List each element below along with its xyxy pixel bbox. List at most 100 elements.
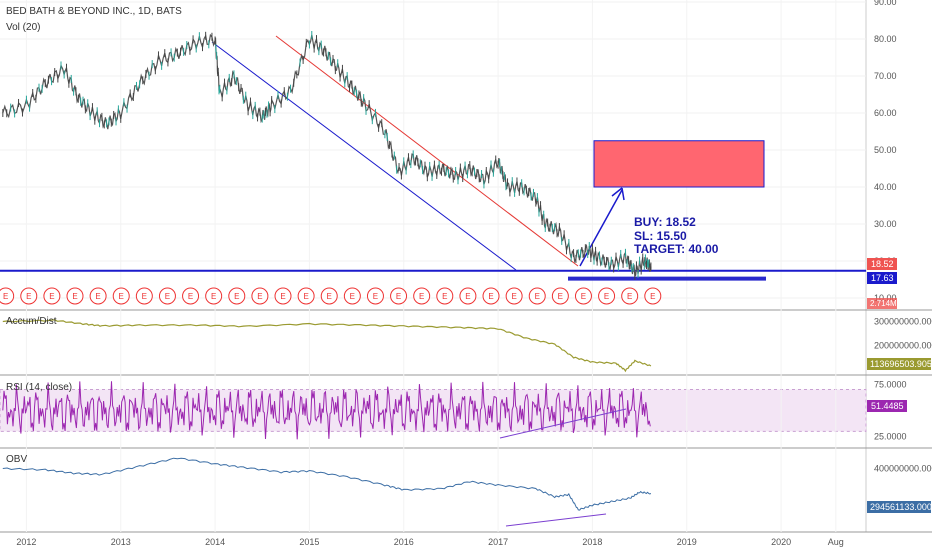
earnings-marker-label: E [535, 292, 540, 301]
plot-background [0, 0, 866, 550]
earnings-marker-label: E [511, 292, 516, 301]
earnings-marker-label: E [650, 292, 655, 301]
earnings-marker [598, 287, 616, 305]
earnings-marker [182, 287, 200, 305]
earnings-marker [251, 287, 269, 305]
price-tick-label: 80.00 [874, 34, 897, 44]
earnings-marker-label: E [95, 292, 100, 301]
earnings-marker-label: E [257, 292, 262, 301]
earnings-marker-label: E [142, 292, 147, 301]
price-last-value: 18.52 [871, 259, 894, 269]
volume-label: Vol (20) [6, 22, 40, 33]
time-tick-label: 2014 [205, 537, 225, 547]
rsi-trendline[interactable] [499, 408, 627, 439]
earnings-marker-label: E [234, 292, 239, 301]
time-tick-label: 2013 [111, 537, 131, 547]
earnings-marker [43, 287, 61, 305]
time-axis: 2012 2013 2014 2015 2016 2017 2018 2019 2020 Aug [16, 537, 843, 547]
earnings-marker [158, 287, 176, 305]
earnings-marker-label: E [396, 292, 401, 301]
time-tick-label: 2017 [488, 537, 508, 547]
accum-last-value: 113696503.9052 [870, 359, 932, 369]
target-zone-box[interactable] [593, 140, 765, 188]
buy-label: BUY: 18.52 [634, 215, 696, 229]
earnings-marker [89, 287, 107, 305]
time-tick-label: Aug [828, 537, 844, 547]
accum-last-tag [867, 358, 931, 370]
obv-tick-label: 400000000.0000 [874, 464, 932, 474]
rsi-last-tag [867, 400, 907, 412]
earnings-marker-label: E [188, 292, 193, 301]
price-tick-label: 40.00 [874, 182, 897, 192]
earnings-marker-label: E [327, 292, 332, 301]
earnings-marker [366, 287, 384, 305]
earnings-marker [343, 287, 361, 305]
earnings-marker-label: E [72, 292, 77, 301]
earnings-marker [66, 287, 84, 305]
obv-line [2, 457, 652, 511]
accum-dist-line [2, 319, 652, 373]
earnings-marker-label: E [581, 292, 586, 301]
earnings-marker-label: E [558, 292, 563, 301]
price-tick-label: 30.00 [874, 219, 897, 229]
time-tick-label: 2015 [299, 537, 319, 547]
earnings-marker-label: E [49, 292, 54, 301]
obv-last-value: 294561133.0000 [870, 502, 932, 512]
time-tick-label: 2018 [582, 537, 602, 547]
earnings-marker-label: E [26, 292, 31, 301]
earnings-marker [20, 287, 38, 305]
downtrend-resistance-line[interactable] [275, 35, 579, 267]
price-tick-label: 60.00 [874, 108, 897, 118]
earnings-marker-label: E [165, 292, 170, 301]
earnings-marker [505, 287, 523, 305]
earnings-marker-label: E [488, 292, 493, 301]
earnings-marker-label: E [119, 292, 124, 301]
earnings-marker [574, 287, 592, 305]
obv-trendline[interactable] [505, 513, 607, 527]
time-tick-label: 2012 [16, 537, 36, 547]
stop-loss-label: SL: 15.50 [634, 229, 687, 243]
earnings-marker [0, 287, 15, 305]
earnings-marker [413, 287, 431, 305]
earnings-marker [297, 287, 315, 305]
earnings-marker-label: E [627, 292, 632, 301]
earnings-marker [644, 287, 662, 305]
rsi-title: RSI (14, close) [6, 382, 72, 393]
rsi-tick-label: 25.0000 [874, 432, 907, 442]
earnings-marker-label: E [465, 292, 470, 301]
time-tick-label: 2020 [771, 537, 791, 547]
earnings-marker [274, 287, 292, 305]
earnings-marker [112, 287, 130, 305]
level-tag [867, 272, 897, 284]
earnings-marker [528, 287, 546, 305]
accum-tick-label: 300000000.0000 [874, 317, 932, 327]
obv-last-tag [867, 501, 931, 513]
rsi-last-value: 51.4485 [871, 401, 904, 411]
level-tag-value: 17.63 [871, 273, 894, 283]
target-label: TARGET: 40.00 [634, 242, 719, 256]
earnings-marker [228, 287, 246, 305]
earnings-marker [135, 287, 153, 305]
earnings-marker-label: E [350, 292, 355, 301]
time-tick-label: 2016 [394, 537, 414, 547]
earnings-marker [205, 287, 223, 305]
earnings-marker [621, 287, 639, 305]
rsi-line [2, 381, 651, 440]
volume-tag [867, 298, 897, 309]
earnings-marker [320, 287, 338, 305]
earnings-marker-label: E [373, 292, 378, 301]
earnings-marker-label: E [419, 292, 424, 301]
price-tick-label: 70.00 [874, 71, 897, 81]
earnings-marker-label: E [442, 292, 447, 301]
accum-tick-label: 200000000.0000 [874, 340, 932, 350]
accum-dist-title: Accum/Dist [6, 316, 57, 327]
price-last-tag [867, 258, 897, 270]
earnings-marker [551, 287, 569, 305]
earnings-marker [436, 287, 454, 305]
lower-channel-trendline[interactable] [211, 41, 517, 271]
price-tick-label: 90.00 [874, 0, 897, 7]
earnings-marker-label: E [604, 292, 609, 301]
earnings-marker [390, 287, 408, 305]
price-tick-label: 50.00 [874, 145, 897, 155]
